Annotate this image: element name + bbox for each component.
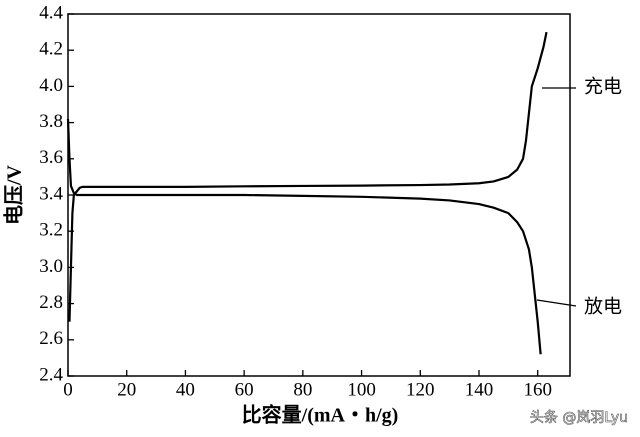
x-tick-label: 100 <box>347 379 376 400</box>
y-tick-label: 3.8 <box>39 111 63 132</box>
leader-line <box>536 299 577 307</box>
y-tick-label: 4.2 <box>39 39 63 60</box>
annotation: 充电 <box>584 76 622 98</box>
y-tick-label: 4.0 <box>39 75 63 96</box>
x-tick-label: 160 <box>523 379 552 400</box>
y-tick-label: 2.4 <box>39 364 63 385</box>
annotation: 放电 <box>584 296 622 318</box>
x-axis-title: 比容量/(mA・h/g) <box>242 403 399 427</box>
y-tick-label: 4.4 <box>39 2 63 23</box>
x-tick-label: 40 <box>176 379 195 400</box>
data-line <box>66 118 542 355</box>
y-tick-label: 2.8 <box>39 292 63 313</box>
x-tick-label: 20 <box>117 379 136 400</box>
y-tick-label: 3.4 <box>39 183 63 204</box>
x-tick-label: 60 <box>235 379 254 400</box>
x-tick-label: 120 <box>406 379 435 400</box>
y-tick-label: 2.6 <box>39 328 63 349</box>
watermark: 头条 @岚羽Lyu <box>530 409 628 426</box>
data-line <box>68 31 548 322</box>
x-tick-label: 140 <box>465 379 494 400</box>
y-tick-label: 3.0 <box>39 256 63 277</box>
y-axis-title: 电压/V <box>3 164 26 225</box>
y-tick-label: 3.2 <box>39 220 63 241</box>
x-tick-label: 80 <box>293 379 312 400</box>
x-tick-label: 0 <box>63 379 73 400</box>
y-tick-label: 3.6 <box>39 147 63 168</box>
